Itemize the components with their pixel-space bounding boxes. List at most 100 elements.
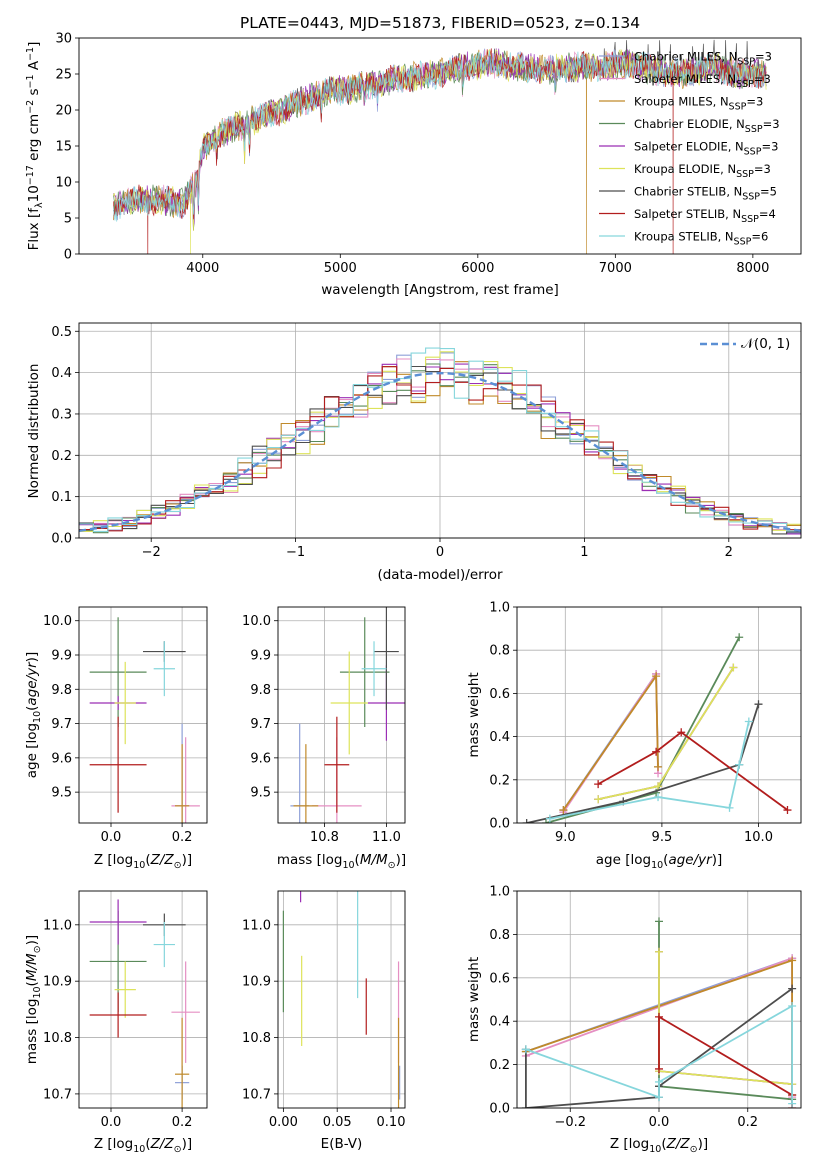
weight-point	[652, 672, 661, 681]
x-tick-label: 0.2	[737, 1115, 758, 1130]
y-tick-label: 15	[55, 140, 72, 155]
legend-label: Kroupa ELODIE, NSSP=3	[634, 162, 771, 180]
x-axis-label: Z [log10(Z/Z⊙)]	[610, 1136, 708, 1155]
weight-point	[521, 1104, 530, 1108]
x-tick-label: 0.2	[172, 1115, 193, 1130]
weight-point	[735, 633, 744, 642]
axes-frame	[277, 890, 406, 1109]
weight-point	[521, 1045, 530, 1054]
normal-curve	[79, 371, 801, 532]
axes-frame	[78, 322, 802, 539]
y-tick-label: 0.1	[51, 490, 72, 505]
axes-frame	[78, 606, 208, 824]
histogram-series	[79, 347, 801, 532]
weight-series-line	[549, 721, 750, 820]
plot-area	[282, 891, 401, 1108]
y-tick-label: 0.6	[489, 971, 510, 986]
y-axis-label: mass weight	[466, 957, 482, 1042]
y-axis-label: mass weight	[466, 672, 482, 757]
x-tick-label: 9.0	[555, 830, 576, 845]
residual-panel: −2 −1 0 1 2 0.0 0.1 0.2 0.3 0.4 0.5 𝒩(0, 1) (data-mo…	[26, 322, 802, 583]
y-tick-label: 9.8	[51, 683, 72, 698]
axes-frame	[78, 890, 208, 1109]
weight-point	[783, 806, 792, 815]
y-tick-label: 0.8	[489, 928, 510, 943]
legend-label: Chabrier ELODIE, NSSP=3	[634, 117, 780, 135]
y-axis-label: Normed distribution	[26, 364, 42, 499]
y-tick-label: 9.6	[250, 751, 271, 766]
legend-label: 𝒩(0, 1)	[741, 336, 790, 352]
y-tick-label: 0.0	[51, 532, 72, 547]
y-tick-label: 10.0	[43, 614, 72, 629]
age-z-panel: 0.0 0.2 9.5 9.6 9.7 9.8 9.9 10.0 Z [log10(Z/Z⊙)]…	[24, 606, 208, 871]
weight-point	[652, 747, 661, 756]
weight-point	[655, 917, 663, 926]
x-tick-label: 0	[436, 545, 444, 560]
x-tick-label: 2	[725, 545, 733, 560]
x-tick-label: 0.10	[377, 1115, 406, 1130]
y-tick-label: 10.9	[242, 975, 271, 990]
weight-z-panel: −0.2 0.0 0.2 0.0 0.2 0.4 0.6 0.8 1.0 Z [log10(Z/Z…	[466, 885, 802, 1155]
y-tick-label: 9.7	[51, 717, 72, 732]
spectrum-line	[113, 50, 767, 222]
legend-label: Chabrier MILES, NSSP=3	[634, 50, 772, 68]
x-tick-label: 1	[580, 545, 588, 560]
y-tick-label: 1.0	[489, 601, 510, 616]
weight-point	[594, 795, 603, 804]
weight-point	[541, 819, 550, 823]
y-tick-label: 9.5	[51, 786, 72, 801]
y-tick-label: 10.8	[242, 1031, 271, 1046]
y-tick-label: 0.2	[489, 1058, 510, 1073]
histogram-series	[79, 361, 801, 528]
x-tick-label: 5000	[324, 261, 357, 276]
weight-point	[729, 663, 738, 672]
x-tick-label: 8000	[736, 261, 769, 276]
y-tick-label: 0.2	[51, 449, 72, 464]
weight-point	[735, 760, 744, 769]
axes-frame	[277, 606, 406, 824]
weight-point	[744, 717, 753, 726]
weight-point	[788, 1002, 797, 1011]
y-tick-label: 11.0	[242, 918, 271, 933]
weight-series-line	[658, 1015, 793, 1108]
y-tick-label: 0.4	[489, 1015, 510, 1030]
x-tick-label: 4000	[186, 261, 219, 276]
x-axis-label: Z [log10(Z/Z⊙)]	[94, 1136, 192, 1155]
x-tick-label: 0.0	[649, 1115, 670, 1130]
mass-z-panel: 0.0 0.2 10.7 10.8 10.9 11.0 Z [log10(Z/Z⊙)] mas…	[24, 890, 208, 1155]
x-axis-label: E(B-V)	[321, 1136, 363, 1152]
weight-point	[677, 728, 686, 737]
y-tick-label: 0.8	[489, 644, 510, 659]
plot-area	[522, 633, 792, 823]
axes-frame	[516, 606, 802, 824]
x-axis-label: age [log10(age/yr)]	[596, 852, 722, 871]
weight-point	[654, 782, 663, 791]
axes-frame	[516, 890, 802, 1109]
y-tick-label: 0.0	[489, 817, 510, 832]
weight-point	[654, 762, 663, 771]
y-tick-label: 9.8	[250, 683, 271, 698]
plot-area	[79, 347, 801, 535]
legend-label: Chabrier STELIB, NSSP=5	[634, 185, 777, 203]
x-tick-label: 0.0	[101, 1115, 122, 1130]
weight-point	[559, 806, 568, 815]
y-tick-label: 10.7	[242, 1087, 271, 1102]
axes-frame	[78, 37, 802, 255]
x-axis-label: wavelength [Angstrom, rest frame]	[321, 282, 559, 298]
x-tick-label: 0.2	[172, 830, 193, 845]
y-tick-label: 10.7	[43, 1087, 72, 1102]
weight-point	[594, 780, 603, 789]
y-tick-label: 0.4	[489, 730, 510, 745]
weight-point	[788, 984, 797, 993]
weight-point	[788, 956, 797, 965]
weight-point	[545, 814, 554, 823]
x-tick-label: −1	[286, 545, 305, 560]
x-tick-label: 10.0	[744, 830, 773, 845]
y-tick-label: 10.8	[43, 1031, 72, 1046]
legend-label: Salpeter STELIB, NSSP=4	[634, 207, 776, 225]
weight-point	[655, 1093, 663, 1102]
spectrum-panel: 4000 5000 6000 7000 8000 0 5 10 15 20 25 30 waveleng…	[25, 32, 802, 298]
y-axis-label: Flux [fλ10−17 erg cm−2 s−1 A−1]	[25, 42, 45, 251]
y-tick-label: 10	[55, 176, 72, 191]
